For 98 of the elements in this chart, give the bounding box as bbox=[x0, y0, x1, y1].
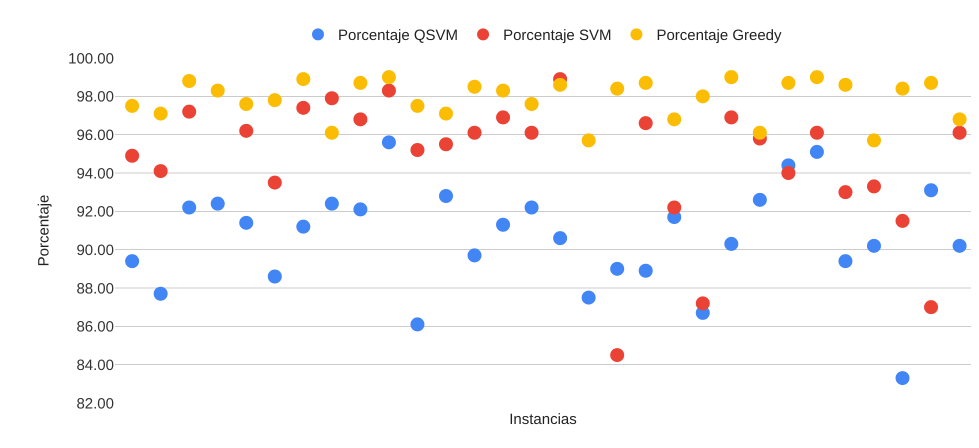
y-tick-label: 96.00 bbox=[76, 126, 114, 144]
point bbox=[353, 76, 368, 90]
point bbox=[125, 148, 140, 163]
point bbox=[382, 70, 396, 84]
point bbox=[410, 317, 424, 332]
point bbox=[239, 216, 254, 230]
point bbox=[724, 236, 738, 251]
point bbox=[268, 176, 282, 190]
legend-label: Porcentaje Greedy bbox=[656, 27, 782, 44]
legend-label: Porcentaje SVM bbox=[503, 27, 612, 44]
point bbox=[268, 270, 282, 284]
point bbox=[838, 185, 852, 200]
point bbox=[724, 110, 738, 124]
point bbox=[154, 164, 168, 178]
point bbox=[724, 70, 738, 84]
point bbox=[296, 72, 310, 86]
point bbox=[524, 200, 539, 214]
point bbox=[324, 91, 339, 106]
x-axis-title: Instancias bbox=[509, 411, 577, 428]
point bbox=[468, 126, 482, 140]
y-tick-label: 82.00 bbox=[76, 395, 114, 412]
point bbox=[438, 137, 453, 152]
point bbox=[410, 143, 424, 157]
point bbox=[382, 84, 396, 98]
point bbox=[896, 214, 910, 228]
point bbox=[696, 89, 710, 104]
point bbox=[496, 218, 510, 232]
point bbox=[810, 126, 824, 140]
point bbox=[582, 133, 596, 148]
y-tick-label: 92.00 bbox=[76, 204, 114, 221]
point bbox=[924, 183, 938, 198]
point bbox=[810, 70, 824, 84]
point bbox=[182, 200, 196, 214]
point bbox=[210, 84, 225, 98]
point bbox=[638, 264, 653, 278]
point bbox=[324, 126, 339, 140]
point bbox=[553, 231, 568, 246]
y-axis-title: Porcentaje bbox=[35, 194, 52, 266]
point bbox=[866, 179, 881, 194]
point bbox=[438, 106, 453, 121]
point bbox=[496, 84, 510, 98]
y-tick-label: 90.00 bbox=[76, 242, 114, 259]
point bbox=[866, 238, 881, 253]
point bbox=[154, 286, 168, 301]
point bbox=[182, 104, 196, 119]
point bbox=[125, 254, 140, 268]
y-tick-label: 98.00 bbox=[76, 88, 114, 106]
point bbox=[896, 371, 910, 386]
point bbox=[638, 116, 653, 130]
point bbox=[924, 300, 938, 314]
point bbox=[268, 93, 282, 108]
point bbox=[896, 82, 910, 96]
y-tick-label: 94.00 bbox=[76, 165, 114, 182]
point bbox=[296, 100, 310, 115]
y-tick-label: 86.00 bbox=[76, 318, 114, 336]
y-tick-label: 100.00 bbox=[68, 50, 114, 68]
point bbox=[924, 76, 938, 90]
point bbox=[382, 135, 396, 150]
point bbox=[496, 110, 510, 124]
point bbox=[781, 76, 796, 90]
point bbox=[952, 112, 967, 126]
point bbox=[210, 196, 225, 211]
point bbox=[952, 126, 967, 140]
point bbox=[239, 97, 254, 111]
point bbox=[239, 124, 254, 138]
point bbox=[353, 112, 368, 126]
point bbox=[838, 254, 852, 268]
point bbox=[781, 166, 796, 180]
point bbox=[866, 133, 881, 148]
point bbox=[667, 200, 682, 214]
point bbox=[125, 98, 140, 113]
point bbox=[438, 189, 453, 203]
point bbox=[610, 348, 624, 362]
point bbox=[638, 76, 653, 90]
legend-label: Porcentaje QSVM bbox=[338, 27, 458, 44]
point bbox=[610, 262, 624, 276]
point bbox=[353, 202, 368, 216]
point bbox=[610, 82, 624, 96]
point bbox=[524, 97, 539, 111]
point bbox=[524, 126, 539, 140]
point bbox=[296, 220, 310, 234]
point bbox=[752, 126, 767, 140]
point bbox=[154, 106, 168, 121]
point bbox=[324, 196, 339, 211]
point bbox=[952, 238, 967, 253]
point bbox=[696, 296, 710, 310]
point bbox=[810, 144, 824, 159]
point bbox=[582, 290, 596, 305]
y-tick-label: 88.00 bbox=[76, 280, 114, 298]
point bbox=[468, 248, 482, 262]
point bbox=[468, 80, 482, 94]
point bbox=[410, 98, 424, 113]
y-tick-label: 84.00 bbox=[76, 356, 114, 374]
point bbox=[667, 112, 682, 126]
point bbox=[553, 78, 568, 92]
point bbox=[182, 74, 196, 88]
point bbox=[838, 78, 852, 92]
point bbox=[752, 192, 767, 207]
